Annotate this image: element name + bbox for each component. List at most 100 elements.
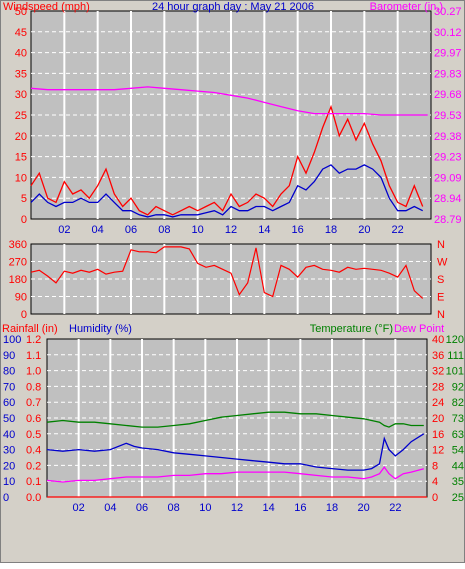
right-axis-label: Barometer (in.) — [370, 1, 443, 13]
tick-label-rainfall: 0.2 — [26, 460, 41, 472]
tick-label-rainfall: 1.2 — [26, 334, 41, 346]
x-tick-label: 08 — [168, 502, 180, 514]
tick-label-dewpoint: 40 — [432, 334, 444, 346]
tick-label-windspeed: 20 — [15, 131, 27, 143]
tick-label-rainfall: 0.0 — [26, 492, 41, 504]
tick-label-rainfall: 0.6 — [26, 413, 41, 425]
tick-label-humidity: 60 — [3, 397, 15, 409]
x-tick-label: 02 — [73, 502, 85, 514]
x-tick-label: 22 — [392, 224, 404, 236]
series-line-0 — [30, 104, 424, 216]
tick-label-barometer: 28.79 — [434, 214, 462, 226]
label-dew-point: Dew Point — [394, 323, 444, 335]
tick-label-windspeed: 0 — [21, 214, 27, 226]
tick-label-humidity: 70 — [3, 381, 15, 393]
tick-label-temperature: 35 — [452, 476, 464, 488]
tick-label-dewpoint: 8 — [432, 460, 438, 472]
x-tick-label: 10 — [199, 502, 211, 514]
tick-label-temperature: 92 — [452, 381, 464, 393]
tick-label-compass: N — [437, 239, 445, 251]
tick-label-compass: E — [437, 292, 444, 304]
tick-label-humidity: 80 — [3, 366, 15, 378]
tick-label-humidity: 50 — [3, 413, 15, 425]
tick-label-windspeed: 40 — [15, 48, 27, 60]
tick-label-dewpoint: 32 — [432, 366, 444, 378]
x-tick-label: 04 — [104, 502, 116, 514]
tick-label-rainfall: 0.5 — [26, 429, 41, 441]
tick-label-rainfall: 0.4 — [26, 445, 41, 457]
series-line-direction — [30, 246, 424, 299]
tick-label-barometer: 30.12 — [434, 27, 462, 39]
tick-label-windspeed: 50 — [15, 6, 27, 18]
x-tick-label: 14 — [258, 224, 270, 236]
x-tick-label: 02 — [58, 224, 70, 236]
tick-label-dewpoint: 0 — [432, 492, 438, 504]
tick-label-humidity: 20 — [3, 460, 15, 472]
tick-label-dewpoint: 16 — [432, 429, 444, 441]
tick-label-temperature: 73 — [452, 413, 464, 425]
tick-label-compass: N — [437, 309, 445, 321]
tick-label-humidity: 10 — [3, 476, 15, 488]
x-tick-label: 20 — [358, 502, 370, 514]
tick-label-windspeed: 10 — [15, 172, 27, 184]
left-axis-label: Windspeed (mph) — [3, 1, 90, 13]
tick-label-temperature: 111 — [447, 350, 464, 362]
tick-label-barometer: 29.09 — [434, 172, 462, 184]
tick-label-direction: 0 — [21, 309, 27, 321]
tick-label-barometer: 29.83 — [434, 68, 462, 80]
tick-label-barometer: 30.27 — [434, 6, 462, 18]
tick-label-rainfall: 1.1 — [26, 350, 41, 362]
tick-label-humidity: 0 — [3, 492, 9, 504]
tick-label-temperature: 101 — [446, 366, 464, 378]
tick-label-dewpoint: 24 — [432, 397, 444, 409]
series-line-1 — [30, 164, 423, 218]
tick-label-barometer: 29.68 — [434, 89, 462, 101]
tick-label-barometer: 28.94 — [434, 193, 462, 205]
tick-label-rainfall: 0.1 — [26, 476, 41, 488]
tick-label-barometer: 29.23 — [434, 152, 462, 164]
tick-label-humidity: 40 — [3, 429, 15, 441]
tick-label-temperature: 54 — [452, 445, 464, 457]
tick-label-humidity: 100 — [3, 334, 21, 346]
x-tick-label: 12 — [225, 224, 237, 236]
tick-label-rainfall: 0.7 — [26, 397, 41, 409]
tick-label-direction: 270 — [9, 257, 27, 269]
tick-label-barometer: 29.97 — [434, 48, 462, 60]
tick-label-temperature: 44 — [452, 460, 464, 472]
x-tick-label: 06 — [136, 502, 148, 514]
x-tick-label: 12 — [231, 502, 243, 514]
tick-label-barometer: 29.53 — [434, 110, 462, 122]
tick-label-dewpoint: 4 — [432, 476, 438, 488]
tick-label-humidity: 30 — [3, 445, 15, 457]
tick-label-rainfall: 0.8 — [26, 381, 41, 393]
x-tick-label: 10 — [192, 224, 204, 236]
tick-label-direction: 90 — [15, 292, 27, 304]
tick-label-windspeed: 35 — [15, 68, 27, 80]
label-humidity: Humidity (%) — [69, 323, 132, 335]
x-tick-label: 18 — [325, 224, 337, 236]
tick-label-temperature: 120 — [446, 334, 464, 346]
tick-label-dewpoint: 20 — [432, 413, 444, 425]
x-tick-label: 16 — [294, 502, 306, 514]
label-rainfall: Rainfall (in) — [2, 323, 58, 335]
tick-label-dewpoint: 28 — [432, 381, 444, 393]
x-tick-label: 14 — [263, 502, 275, 514]
x-tick-label: 08 — [158, 224, 170, 236]
series-line-2 — [30, 86, 428, 116]
tick-label-temperature: 82 — [452, 397, 464, 409]
tick-label-direction: 180 — [9, 274, 27, 286]
tick-label-dewpoint: 36 — [432, 350, 444, 362]
tick-label-direction: 360 — [9, 239, 27, 251]
tick-label-barometer: 29.38 — [434, 131, 462, 143]
series-line-0 — [46, 411, 424, 428]
tick-label-humidity: 90 — [3, 350, 15, 362]
tick-label-windspeed: 25 — [15, 110, 27, 122]
x-tick-label: 06 — [125, 224, 137, 236]
tick-label-dewpoint: 12 — [432, 445, 444, 457]
series-line-1 — [46, 433, 425, 471]
series-line-2 — [46, 465, 424, 483]
tick-label-windspeed: 5 — [21, 193, 27, 205]
tick-label-temperature: 63 — [452, 429, 464, 441]
x-tick-label: 18 — [326, 502, 338, 514]
